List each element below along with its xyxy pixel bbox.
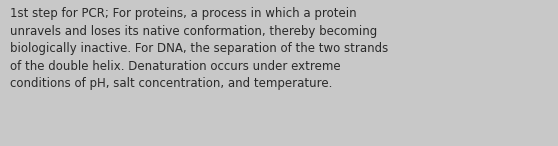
Text: 1st step for PCR; For proteins, a process in which a protein
unravels and loses : 1st step for PCR; For proteins, a proces… [10,7,388,90]
